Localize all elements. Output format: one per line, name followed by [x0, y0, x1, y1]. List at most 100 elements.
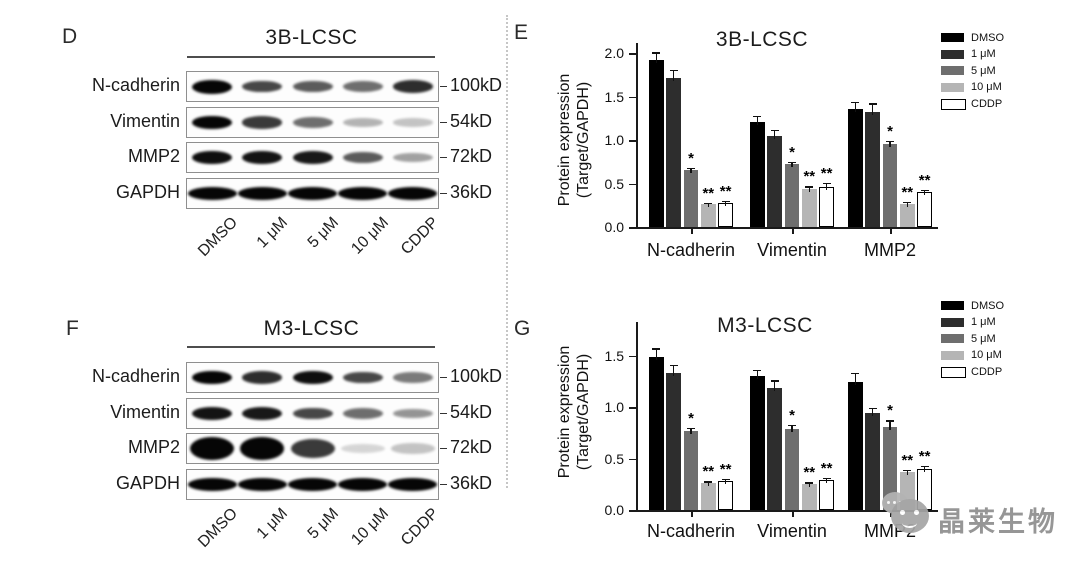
bar-vimentin-5-m — [784, 164, 800, 227]
blot-title-underline — [187, 346, 435, 348]
bar-mmp2-dmso — [848, 382, 863, 510]
error-bar-cap — [903, 469, 912, 472]
legend-swatch-10-m — [941, 82, 964, 92]
error-bar-cap — [704, 481, 713, 483]
blot-band-mmp2-lane3 — [290, 439, 335, 458]
legend-label-10-m: 10 μM — [971, 349, 1002, 362]
sig-mark-mmp2-cddp: ** — [918, 171, 931, 189]
y-axis — [636, 43, 638, 228]
bar-mmp2-10-m — [900, 204, 915, 227]
blot-band-vimentin-lane5 — [392, 408, 433, 419]
error-bar-cap — [868, 103, 877, 105]
y-tick — [629, 183, 636, 186]
blot-row-box-vimentin — [186, 107, 439, 138]
legend-swatch-1-m — [941, 317, 964, 327]
error-bar — [690, 427, 692, 434]
blot-band-n-cadherin-lane1 — [192, 79, 233, 94]
blot-band-n-cadherin-lane4 — [342, 371, 383, 384]
error-bar — [690, 167, 692, 174]
legend-swatch-cddp — [941, 99, 966, 111]
x-axis — [636, 227, 938, 229]
marker-tick — [440, 447, 447, 450]
marker-tick — [440, 412, 447, 415]
error-bar — [808, 482, 810, 488]
bar-n-cadherin-10-m — [701, 204, 716, 227]
bar-vimentin-cddp — [819, 480, 834, 510]
bar-n-cadherin-dmso — [649, 59, 664, 227]
category-label-vimentin: Vimentin — [757, 521, 827, 541]
sig-mark-vimentin-cddp: ** — [820, 164, 833, 182]
blot-band-mmp2-lane1 — [190, 437, 235, 460]
marker-label-100kd: 100kD — [450, 366, 503, 386]
bar-mmp2-cddp — [917, 192, 932, 227]
watermark-mascot-face-icon — [891, 499, 929, 533]
sig-mark-mmp2-10-m: ** — [901, 451, 914, 469]
blot-band-gapdh-lane2 — [237, 478, 287, 491]
blot-band-gapdh-lane5 — [388, 187, 438, 200]
y-tick-label: 1.0 — [604, 132, 624, 148]
legend-swatch-5-m — [941, 66, 964, 76]
y-tick — [629, 227, 636, 229]
bar-mmp2-1-m — [865, 413, 880, 510]
y-tick-label: 1.5 — [604, 88, 624, 105]
blot-title-underline — [187, 56, 435, 58]
x-tick — [691, 510, 693, 517]
protein-label-vimentin: Vimentin — [110, 402, 180, 422]
error-bar — [756, 369, 759, 380]
y-tick — [629, 458, 636, 461]
blot-row-box-gapdh — [186, 178, 439, 209]
blot-title-m3-lcsc: M3-LCSC — [263, 317, 360, 340]
protein-label-gapdh: GAPDH — [115, 182, 180, 202]
error-bar — [655, 52, 658, 63]
bar-vimentin-1-m — [767, 388, 782, 510]
blot-band-n-cadherin-lane2 — [242, 80, 283, 93]
blot-row-box-mmp2 — [186, 433, 439, 464]
y-tick-label: 2.0 — [604, 45, 624, 61]
legend-label-dmso: DMSO — [971, 299, 1004, 312]
sig-mark-vimentin-5-m: * — [789, 143, 795, 161]
error-bar-cap — [851, 373, 860, 375]
bar-n-cadherin-1-m — [666, 373, 681, 510]
error-bar — [707, 481, 709, 487]
marker-tick — [440, 376, 447, 379]
error-bar — [872, 103, 874, 116]
error-bar-cap — [868, 408, 877, 410]
marker-label-100kd: 100kD — [450, 75, 503, 95]
error-bar — [854, 101, 857, 112]
blot-band-gapdh-lane1 — [187, 478, 237, 491]
error-bar — [906, 469, 908, 475]
y-tick-label: 0.0 — [604, 502, 624, 518]
legend-swatch-1-m — [941, 49, 964, 59]
blot-band-n-cadherin-lane3 — [292, 80, 333, 93]
blot-band-mmp2-lane4 — [342, 151, 383, 164]
mascot-smile-icon — [902, 518, 917, 528]
blot-band-gapdh-lane2 — [237, 187, 287, 200]
error-bar-cap — [753, 115, 762, 118]
bar-n-cadherin-cddp — [718, 481, 733, 510]
bar-vimentin-dmso — [750, 121, 765, 227]
bar-n-cadherin-5-m — [683, 170, 699, 227]
blot-band-n-cadherin-lane3 — [292, 370, 333, 385]
bar-vimentin-1-m — [767, 135, 782, 227]
error-bar — [854, 373, 857, 386]
x-tick — [890, 227, 892, 234]
error-bar-cap — [687, 427, 695, 429]
marker-label-36kd: 36kD — [450, 182, 493, 202]
legend-swatch-10-m — [941, 350, 964, 360]
error-bar-cap — [920, 465, 929, 468]
error-bar — [825, 182, 828, 190]
sig-mark-n-cadherin-10-m: ** — [702, 184, 715, 202]
y-axis-label-line2: (Target/GAPDH) — [575, 353, 592, 471]
error-bar — [707, 202, 709, 208]
protein-label-mmp2: MMP2 — [127, 437, 180, 457]
blot-band-vimentin-lane3 — [292, 407, 333, 420]
legend-label-cddp: CDDP — [971, 97, 1003, 110]
blot-band-n-cadherin-lane1 — [192, 370, 233, 385]
bar-n-cadherin-dmso — [649, 356, 664, 510]
error-bar — [756, 115, 759, 125]
blot-band-gapdh-lane3 — [288, 187, 337, 200]
error-bar — [724, 479, 727, 485]
error-bar-cap — [903, 201, 912, 204]
chart-title-3b-lcsc: 3B-LCSC — [715, 28, 809, 51]
blot-band-n-cadherin-lane2 — [242, 371, 283, 384]
